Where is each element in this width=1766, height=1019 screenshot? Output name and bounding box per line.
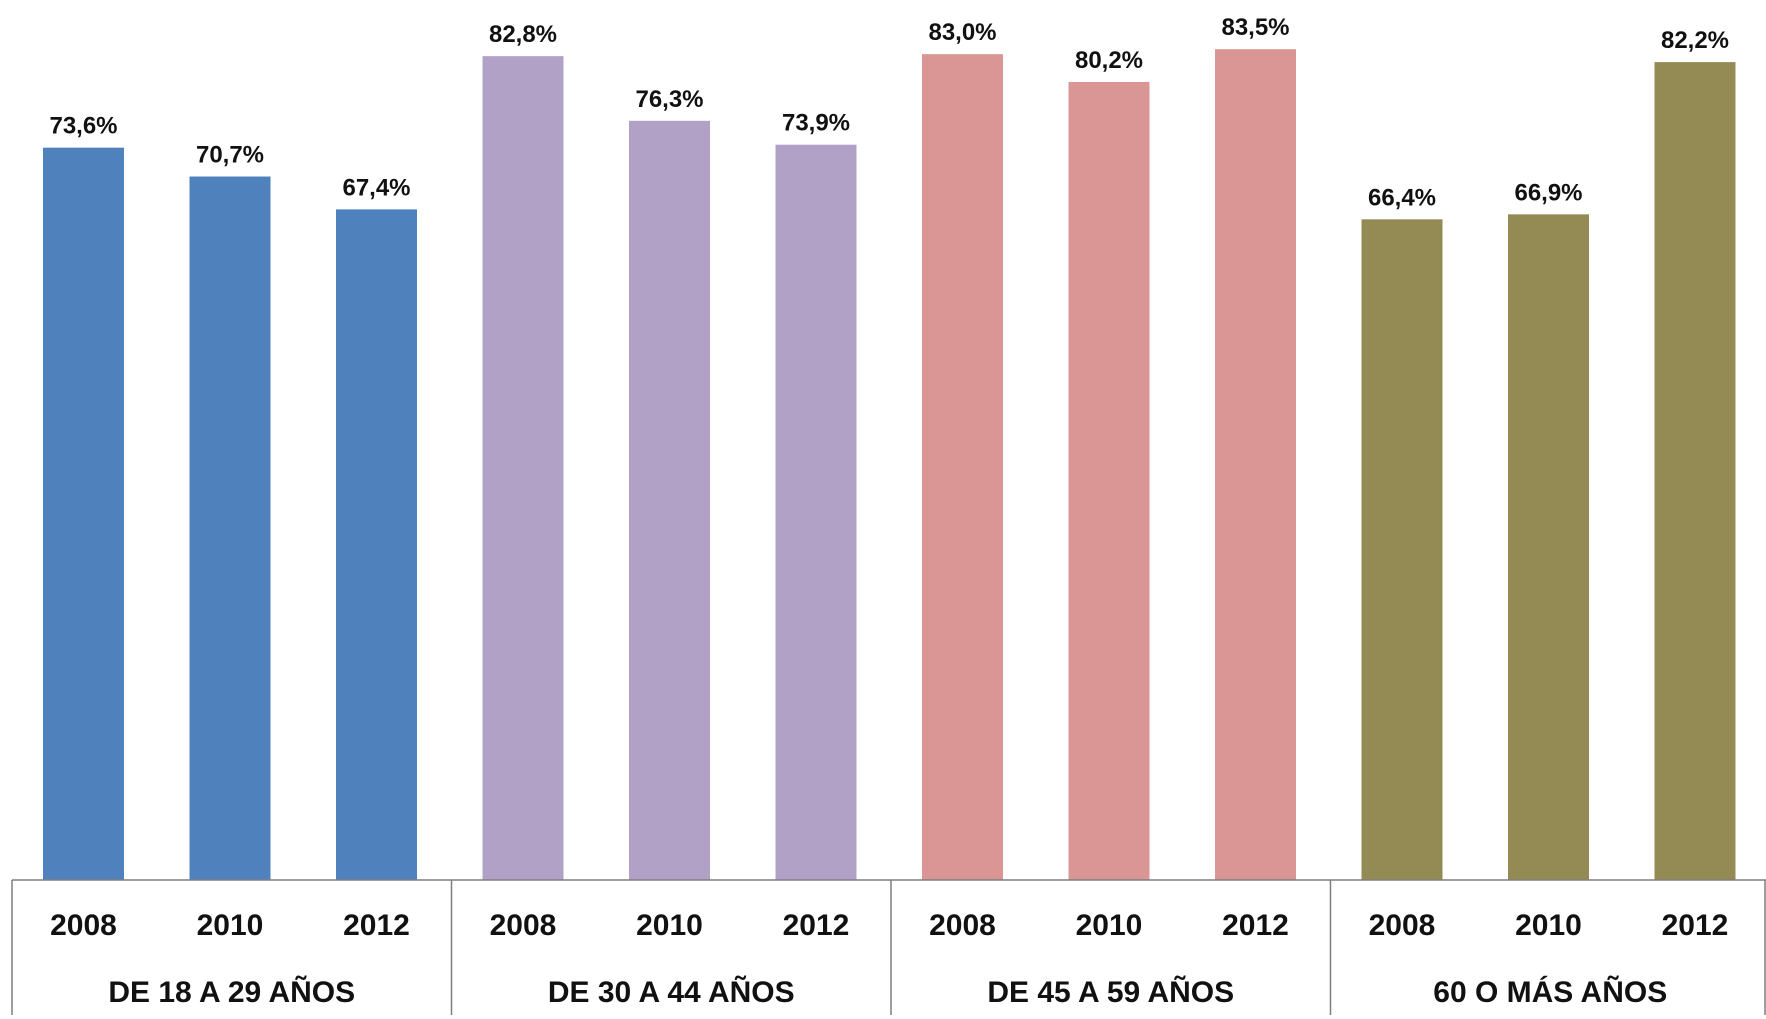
data-label: 66,9% bbox=[1514, 179, 1582, 206]
tick-label: 2008 bbox=[1369, 909, 1436, 942]
group-label: DE 18 A 29 AÑOS bbox=[108, 975, 355, 1009]
tick-label: 2010 bbox=[636, 909, 703, 942]
bar bbox=[629, 120, 710, 880]
tick-label: 2012 bbox=[783, 909, 850, 942]
group-label: DE 30 A 44 AÑOS bbox=[548, 975, 795, 1009]
data-label: 83,0% bbox=[928, 19, 996, 46]
bar bbox=[1215, 49, 1296, 881]
bar bbox=[922, 54, 1003, 880]
data-label: 76,3% bbox=[635, 86, 703, 113]
bar bbox=[43, 147, 124, 880]
tick-label: 2008 bbox=[929, 909, 996, 942]
data-label: 66,4% bbox=[1368, 184, 1436, 211]
category-axis: 2008 2010 2012 DE 18 A 29 AÑOS 2008 2010 2012 D… bbox=[11, 879, 1766, 1015]
bar bbox=[775, 144, 857, 880]
bar bbox=[1654, 62, 1736, 881]
bars-layer bbox=[43, 49, 1736, 881]
data-label: 73,9% bbox=[782, 110, 850, 137]
tick-label: 2012 bbox=[1662, 909, 1729, 942]
data-label: 82,8% bbox=[489, 21, 557, 48]
tick-label: 2012 bbox=[343, 909, 410, 942]
bar bbox=[1361, 219, 1443, 880]
bar bbox=[1068, 82, 1150, 880]
tick-label: 2010 bbox=[1076, 909, 1143, 942]
value-labels-layer: 73,6% 70,7% 67,4% 82,8% 76,3% 73,9% 83,0% 80,2%… bbox=[49, 14, 1729, 211]
tick-label: 2008 bbox=[50, 909, 117, 942]
tick-label: 2008 bbox=[490, 909, 557, 942]
data-label: 83,5% bbox=[1221, 14, 1289, 41]
bar bbox=[1508, 214, 1589, 881]
group-label: DE 45 A 59 AÑOS bbox=[987, 975, 1234, 1009]
bar bbox=[336, 209, 417, 880]
tick-label: 2010 bbox=[197, 909, 264, 942]
group-label: 60 O MÁS AÑOS bbox=[1433, 975, 1667, 1009]
bar bbox=[482, 56, 564, 880]
tick-label: 2012 bbox=[1222, 909, 1289, 942]
data-label: 80,2% bbox=[1075, 47, 1143, 74]
data-label: 70,7% bbox=[196, 142, 264, 169]
bar bbox=[189, 176, 271, 880]
data-label: 82,2% bbox=[1661, 27, 1729, 54]
data-label: 67,4% bbox=[342, 174, 410, 201]
data-label: 73,6% bbox=[49, 113, 117, 140]
tick-label: 2010 bbox=[1515, 909, 1582, 942]
